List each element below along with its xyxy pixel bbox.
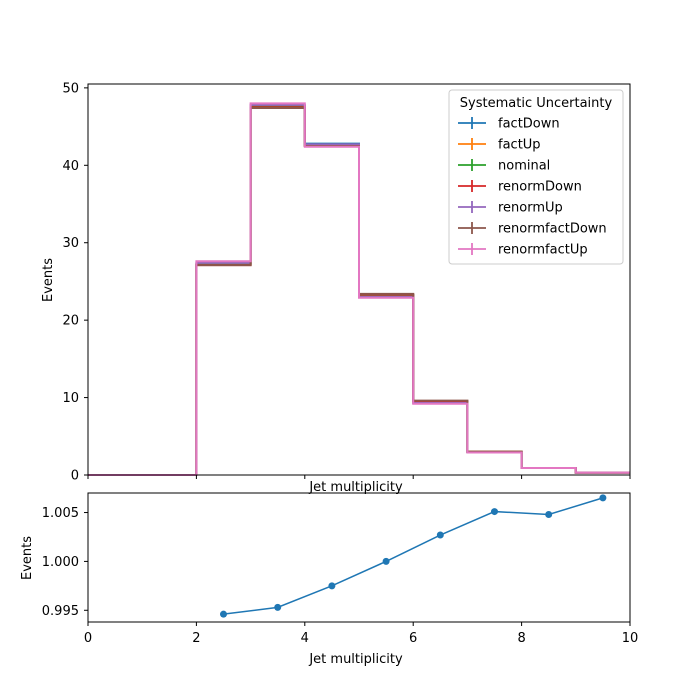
ratio-x-tick-label: 6 [409, 631, 417, 646]
ratio-x-tick-label: 10 [622, 631, 639, 646]
ratio-panel: 0.995 1.000 1.005 0 2 4 6 8 10 Jet multiplicity… [20, 492, 638, 667]
main-y-tick-label: 0 [71, 469, 79, 484]
histogram-line-renormfactUp [88, 102, 630, 476]
histogram-series-group [88, 102, 630, 476]
main-y-tick-label: 10 [62, 391, 79, 406]
main-x-ticks [87, 475, 631, 479]
legend-entry-renormUp: renormUp [458, 201, 563, 216]
ratio-y-tick-label: 1.000 [42, 555, 79, 570]
main-y-tick-label: 20 [62, 314, 79, 329]
legend-entry-renormfactDown: renormfactDown [458, 222, 607, 237]
legend-title: Systematic Uncertainty [460, 96, 613, 111]
legend-label: renormUp [498, 201, 563, 216]
ratio-plot-frame [87, 492, 631, 623]
legend-entry-factUp: factUp [458, 138, 541, 153]
legend-label: renormfactUp [498, 243, 588, 258]
main-y-ticks: 0 10 20 30 40 50 [62, 81, 88, 484]
legend-label: renormDown [498, 180, 582, 195]
main-y-tick-label: 30 [62, 236, 79, 251]
legend-entry-factDown: factDown [458, 117, 560, 132]
ratio-x-tick-label: 4 [301, 631, 309, 646]
main-plot-frame [87, 83, 631, 476]
ratio-x-tick-label: 2 [192, 631, 200, 646]
ratio-point [545, 511, 553, 518]
main-y-axis-label: Events [41, 258, 56, 302]
ratio-point [220, 610, 227, 618]
legend-label: factDown [498, 117, 560, 132]
legend: Systematic Uncertainty factDown factUp nom… [448, 89, 624, 265]
ratio-point [436, 531, 444, 539]
ratio-point [599, 494, 607, 502]
ratio-y-tick-label: 1.005 [42, 506, 79, 521]
ratio-point [382, 557, 390, 565]
main-histogram-panel: 0 10 20 30 40 50 Jet multiplicity Events Syst… [41, 81, 631, 495]
ratio-y-tick-label: 0.995 [42, 604, 79, 619]
main-y-tick-label: 40 [62, 159, 79, 174]
ratio-line [223, 497, 604, 615]
main-x-axis-label: Jet multiplicity [308, 480, 403, 495]
legend-box [448, 89, 624, 265]
legend-label: nominal [498, 159, 550, 174]
legend-entry-renormDown: renormDown [458, 180, 582, 195]
legend-label: renormfactDown [498, 222, 607, 237]
legend-entry-renormfactUp: renormfactUp [458, 243, 588, 258]
ratio-point [491, 508, 498, 516]
ratio-x-tick-label: 8 [517, 631, 525, 646]
legend-entries: factDown factUp nominal renormDown renormUp r… [458, 117, 607, 258]
legend-entry-nominal: nominal [458, 159, 550, 174]
ratio-y-axis-label: Events [20, 536, 35, 580]
main-y-tick-label: 50 [62, 81, 79, 96]
ratio-point [328, 582, 336, 590]
ratio-point [274, 603, 282, 611]
ratio-series-group [220, 494, 607, 618]
ratio-y-ticks: 0.995 1.000 1.005 [42, 506, 88, 619]
ratio-x-axis-label: Jet multiplicity [308, 652, 403, 667]
ratio-x-tick-label: 0 [84, 631, 92, 646]
legend-label: factUp [498, 138, 541, 153]
ratio-x-ticks: 0 2 4 6 8 10 [84, 622, 638, 646]
